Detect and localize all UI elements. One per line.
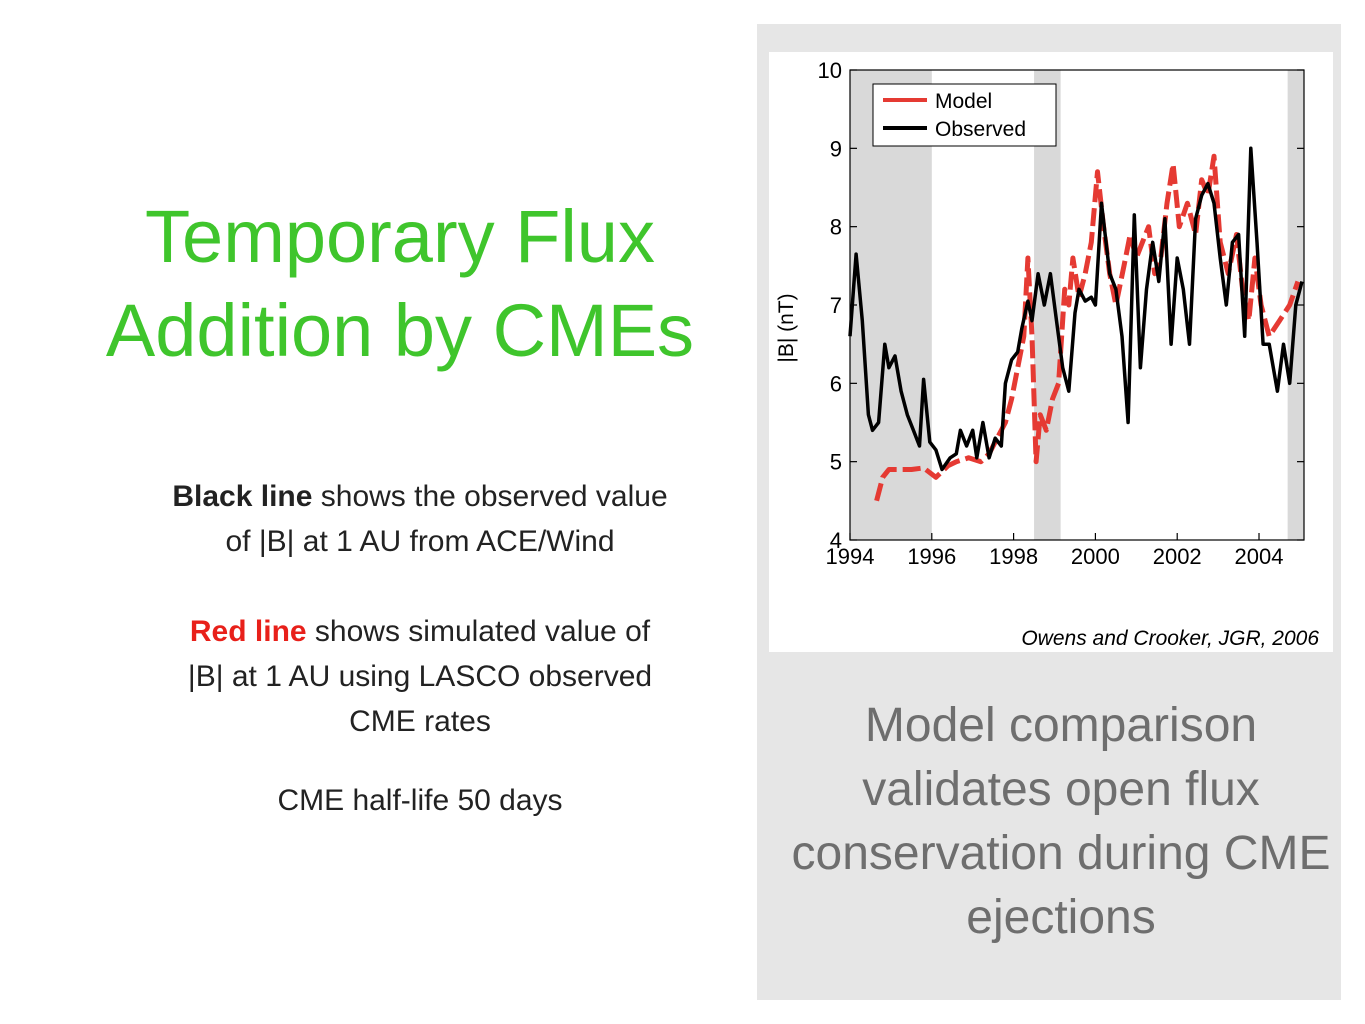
half-life-text: CME half-life 50 days (277, 784, 563, 817)
x-tick-label-2000: 2000 (1071, 544, 1120, 569)
half-life-note: CME half-life 50 days (100, 778, 740, 823)
model-series (874, 153, 1301, 502)
legend-model-label: Model (935, 90, 992, 113)
shaded-intervals (850, 70, 1304, 540)
caption-line-1: Model comparison (864, 699, 1258, 752)
legend-box (872, 83, 1057, 147)
observed-series (848, 146, 1304, 472)
model-line (874, 153, 1301, 502)
axis-ticks: 4 5 6 7 8 9 10 1994 1996 1998 2000 2002 2004 (818, 58, 1304, 569)
x-tick-label-2002: 2002 (1153, 544, 1202, 569)
y-tick-label-6: 6 (830, 371, 842, 396)
figure-box: 4 5 6 7 8 9 10 1994 1996 1998 2000 2002 2004 |B| (nT… (769, 52, 1333, 652)
title-line-2: Addition by CMEs (105, 289, 695, 372)
y-tick-label-10: 10 (818, 58, 842, 83)
y-tick-label-5: 5 (830, 450, 842, 475)
red-line-description: Red line shows simulated value of |B| at… (100, 609, 740, 744)
x-tick-label-1994: 1994 (826, 544, 875, 569)
red-line-label: Red line (189, 615, 307, 648)
field-strength-chart: 4 5 6 7 8 9 10 1994 1996 1998 2000 2002 2004 |B| (nT… (775, 58, 1319, 650)
y-tick-label-9: 9 (830, 136, 842, 161)
shaded-interval-0 (850, 70, 932, 540)
legend: Model Observed (872, 83, 1057, 147)
y-axis-label: |B| (nT) (775, 293, 798, 362)
citation: Owens and Crooker, JGR, 2006 (1021, 627, 1319, 650)
x-tick-label-1996: 1996 (907, 544, 956, 569)
black-line-label: Black line (172, 480, 313, 513)
caption-line-3: conservation during CME (791, 827, 1331, 880)
black-line-description: Black line shows the observed value of |… (100, 474, 740, 564)
figure-caption: Model comparison validates open flux con… (757, 694, 1365, 950)
y-tick-label-4: 4 (830, 528, 842, 553)
x-tick-label-1998: 1998 (989, 544, 1038, 569)
x-tick-label-2004: 2004 (1235, 544, 1284, 569)
title-line-1: Temporary Flux (145, 195, 655, 278)
red-line-text-3: CME rates (349, 705, 491, 738)
black-line-text-2: of |B| at 1 AU from ACE/Wind (225, 525, 615, 558)
caption-line-4: ejections (966, 891, 1156, 944)
black-line-text: shows the observed value (312, 480, 668, 513)
red-line-text: shows simulated value of (306, 615, 651, 648)
y-tick-label-8: 8 (830, 215, 842, 240)
red-line-text-2: |B| at 1 AU using LASCO observed (187, 660, 653, 693)
observed-line (848, 146, 1304, 472)
legend-observed-label: Observed (935, 118, 1026, 141)
y-tick-label-7: 7 (830, 293, 842, 318)
caption-line-2: validates open flux (862, 763, 1260, 816)
slide-title: Temporary Flux Addition by CMEs (40, 190, 760, 378)
